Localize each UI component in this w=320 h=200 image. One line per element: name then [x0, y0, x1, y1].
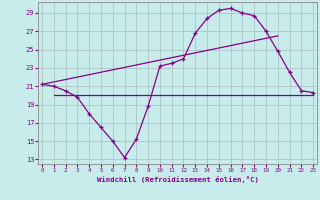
X-axis label: Windchill (Refroidissement éolien,°C): Windchill (Refroidissement éolien,°C) — [97, 176, 259, 183]
